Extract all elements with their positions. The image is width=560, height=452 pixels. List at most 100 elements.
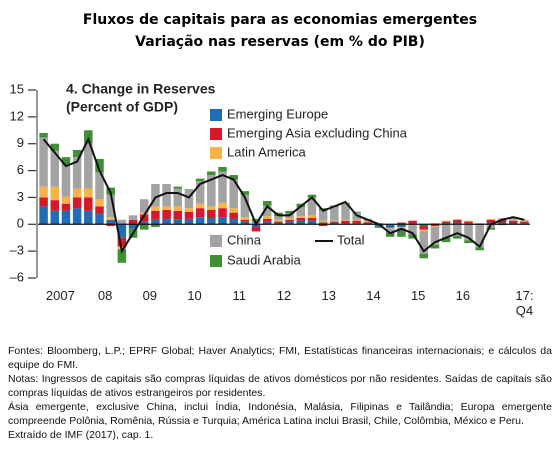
bar — [497, 222, 507, 225]
bar — [318, 220, 328, 223]
bar — [318, 209, 328, 221]
bar — [453, 224, 462, 236]
bar — [397, 224, 406, 227]
y-tick-label: 6 — [17, 162, 24, 177]
bar — [285, 218, 294, 220]
bar — [520, 219, 529, 221]
bar — [173, 188, 183, 207]
bar — [385, 227, 395, 229]
bar — [296, 216, 306, 219]
bar — [218, 217, 227, 225]
bar — [207, 209, 216, 219]
bar — [207, 171, 216, 176]
bar — [374, 226, 384, 228]
legend-label: China — [227, 232, 262, 247]
bar — [139, 224, 149, 230]
bar — [453, 222, 462, 225]
bar — [72, 197, 82, 209]
chart: Fluxos de capitais para as economias eme… — [10, 12, 530, 284]
bar — [274, 216, 283, 220]
bar — [95, 213, 104, 225]
bar — [95, 158, 104, 173]
bar — [508, 219, 518, 221]
bar — [229, 179, 238, 209]
bar — [207, 206, 216, 210]
bar — [352, 219, 361, 221]
bar — [240, 191, 250, 195]
bar — [453, 235, 462, 239]
bar — [173, 219, 183, 225]
bar — [352, 211, 361, 213]
bar — [162, 218, 171, 225]
bar — [95, 172, 104, 200]
bar — [195, 178, 205, 182]
bar — [106, 194, 115, 218]
bar — [307, 194, 317, 198]
bar — [262, 216, 272, 219]
bar — [430, 226, 440, 227]
bar — [139, 221, 149, 225]
x-tick-label: 14 — [366, 288, 381, 303]
bar — [151, 206, 160, 211]
bar — [441, 224, 451, 238]
bar — [341, 220, 350, 224]
bar — [430, 244, 440, 249]
bar — [363, 221, 373, 223]
bar — [139, 199, 149, 213]
bar — [397, 226, 406, 228]
bar — [330, 221, 339, 223]
bar — [95, 199, 104, 207]
bar — [341, 203, 350, 220]
bar — [408, 225, 417, 235]
bar — [84, 130, 93, 144]
bar — [497, 218, 507, 219]
bar — [385, 228, 395, 233]
total-line — [42, 136, 525, 254]
chart-title: 4. Change in Reserves — [66, 81, 216, 97]
bar — [430, 224, 440, 227]
bar — [240, 219, 250, 222]
bar — [162, 184, 171, 207]
bar — [262, 201, 272, 206]
bar — [453, 218, 462, 220]
bar — [508, 220, 518, 223]
bar — [274, 219, 283, 222]
note: Notas: Ingressos de capitais são compras… — [8, 373, 552, 399]
legend-label: Emerging Europe — [227, 106, 328, 121]
bar — [453, 219, 462, 223]
bar — [307, 220, 317, 225]
legend-label: Emerging Asia excluding China — [227, 125, 408, 140]
x-tick-label: 12 — [276, 288, 292, 303]
bar — [397, 222, 406, 225]
bar — [229, 218, 238, 225]
chart-subtitle: (Percent of GDP) — [66, 99, 178, 115]
bar — [419, 229, 429, 232]
bar — [497, 219, 507, 223]
bar — [61, 157, 71, 166]
legend-label: Latin America — [227, 144, 307, 159]
x-tick-label: 11 — [232, 288, 247, 303]
bar — [251, 226, 261, 232]
bar — [475, 247, 484, 251]
bar — [218, 202, 227, 209]
legend-swatch — [210, 147, 222, 159]
bar — [106, 217, 115, 220]
x-tick-label: 10 — [187, 288, 202, 303]
bar — [173, 210, 183, 220]
bar — [106, 224, 115, 227]
bar — [50, 143, 60, 151]
bar — [128, 219, 138, 225]
bar — [229, 175, 238, 180]
bar — [464, 224, 473, 241]
bar — [251, 218, 261, 222]
bar — [184, 189, 194, 191]
x-tick-label: 16 — [455, 288, 471, 303]
bar — [72, 188, 82, 198]
bar — [262, 221, 272, 225]
bar — [296, 218, 306, 221]
bar — [307, 197, 317, 216]
bar — [117, 224, 127, 238]
bar — [229, 212, 238, 219]
bar — [486, 219, 496, 223]
bar — [464, 240, 473, 244]
